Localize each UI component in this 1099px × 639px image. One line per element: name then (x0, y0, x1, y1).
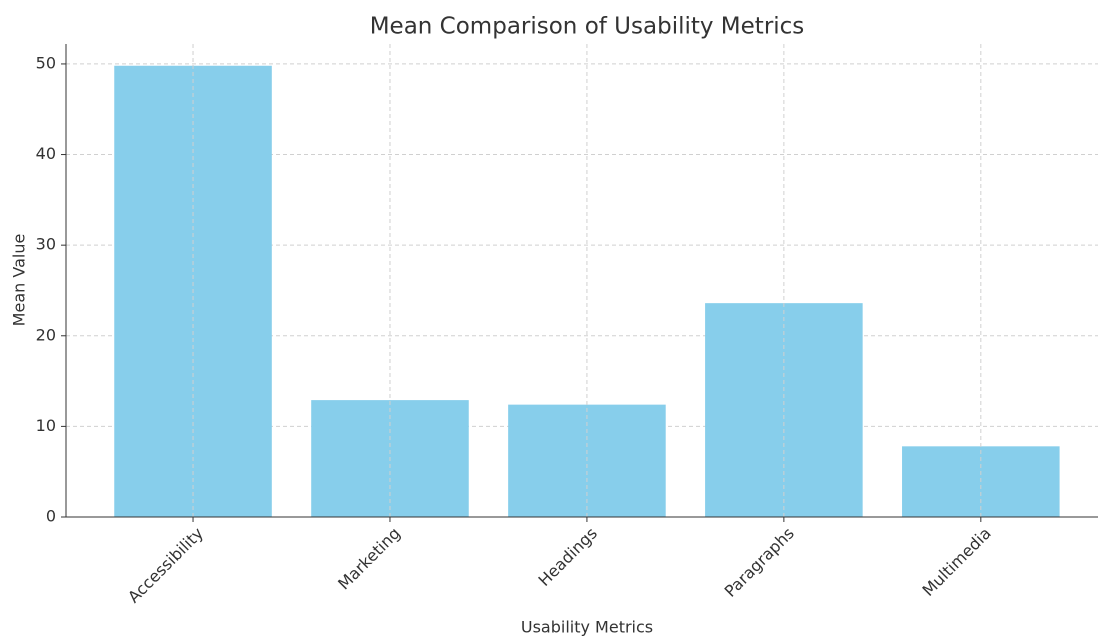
x-tick-label: Accessibility (124, 524, 207, 607)
x-tick-label: Multimedia (918, 524, 994, 600)
x-axis-label: Usability Metrics (521, 618, 653, 637)
y-tick-label: 20 (36, 325, 56, 344)
x-tick-label: Paragraphs (721, 524, 798, 601)
y-tick-label: 40 (36, 144, 56, 163)
y-tick-label: 30 (36, 235, 56, 254)
y-tick-label: 50 (36, 53, 56, 72)
chart-title: Mean Comparison of Usability Metrics (370, 14, 805, 40)
x-tick-label: Marketing (334, 524, 404, 594)
x-tick-label: Headings (535, 524, 601, 590)
y-tick-label: 10 (36, 416, 56, 435)
y-tick-label: 0 (46, 507, 56, 526)
y-axis-label: Mean Value (10, 234, 29, 327)
